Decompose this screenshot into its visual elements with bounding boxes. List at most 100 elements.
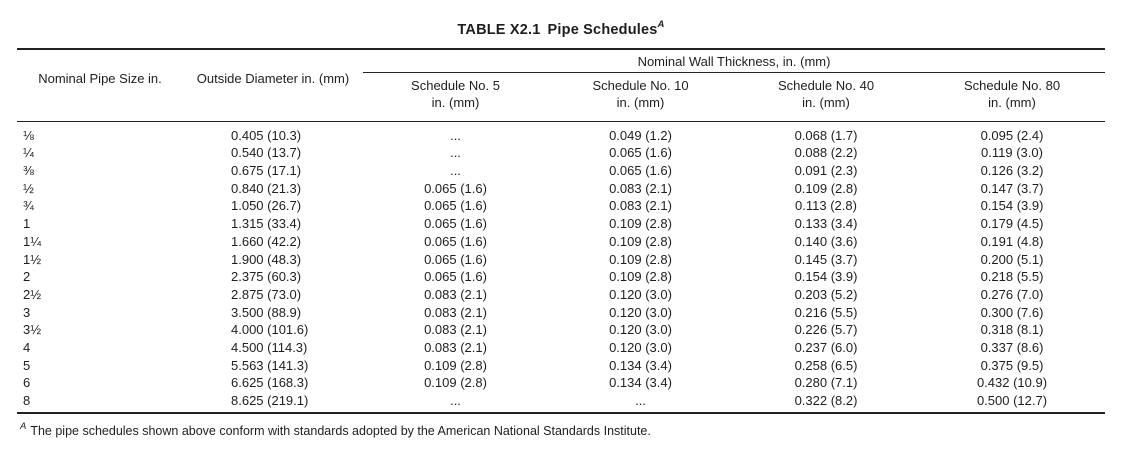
outside-diameter-cell: 0.675 (17.1) [183,162,363,180]
schedule-5-cell-value: ... [450,163,461,179]
footnote-marker: A [20,420,27,432]
outside-diameter-cell: 1.900 (48.3) [183,251,363,269]
schedule-80-cell-value: 0.500 (12.7) [976,393,1048,409]
schedule-40-cell: 0.140 (3.6) [733,233,919,251]
schedule-40-cell: 0.216 (5.5) [733,304,919,322]
schedule-40-cell-value: 0.216 (5.5) [794,304,858,320]
outside-diameter-cell: 8.625 (219.1) [183,392,363,413]
schedule-40-cell: 0.237 (6.0) [733,339,919,357]
schedule-40-cell-value: 0.088 (2.2) [794,145,858,161]
outside-diameter-cell-value: 0.840 (21.3) [231,180,302,196]
schedule-5-cell: 0.065 (1.6) [363,180,548,198]
schedule-5-cell: 0.109 (2.8) [363,374,548,392]
outside-diameter-cell-value: 6.625 (168.3) [231,375,309,391]
title-footnote-marker: A [657,19,665,30]
schedule-80-cell: 0.375 (9.5) [919,357,1105,375]
schedule-40-cell: 0.280 (7.1) [733,374,919,392]
schedule-5-cell: 0.065 (1.6) [363,215,548,233]
schedule-10-cell: 0.120 (3.0) [548,339,733,357]
schedule-80-cell-value: 0.126 (3.2) [980,163,1044,179]
pipe-size-cell-value: ¾ [23,198,34,214]
schedule-10-header-line2: in. (mm) [616,94,665,110]
schedule-5-cell-value: ... [450,127,461,143]
outside-diameter-cell-value: 4.000 (101.6) [231,322,309,338]
table-row: 3½ 4.000 (101.6) 0.083 (2.1) 0.120 (3.0) 0.2… [17,321,1105,339]
schedule-10-cell: 0.120 (3.0) [548,286,733,304]
pipe-size-cell-value: 5 [23,357,31,373]
schedule-80-cell-value: 0.375 (9.5) [980,357,1044,373]
pipe-size-cell-value: 3 [23,304,31,320]
schedule-80-cell-value: 0.300 (7.6) [980,304,1044,320]
schedule-10-cell-value: 0.120 (3.0) [609,322,672,338]
schedule-40-cell-value: 0.091 (2.3) [794,163,858,179]
pipe-schedules-table: Nominal Pipe Size in. Outside Diameter i… [17,47,1105,414]
schedule-80-cell: 0.500 (12.7) [919,392,1105,413]
schedule-80-cell: 0.276 (7.0) [919,286,1105,304]
schedule-5-cell: ... [363,392,548,413]
schedule-10-cell-value: 0.083 (2.1) [609,198,672,214]
outside-diameter-cell: 2.875 (73.0) [183,286,363,304]
outside-diameter-cell-value: 1.900 (48.3) [231,251,302,267]
schedule-80-cell-value: 0.218 (5.5) [980,269,1044,285]
schedule-10-cell: 0.065 (1.6) [548,144,733,162]
schedule-40-cell-value: 0.140 (3.6) [794,233,858,249]
schedule-5-cell: ... [363,121,548,144]
pipe-size-cell: 4 [17,339,183,357]
outside-diameter-cell: 2.375 (60.3) [183,268,363,286]
schedule-80-cell: 0.154 (3.9) [919,197,1105,215]
schedule-10-cell: 0.134 (3.4) [548,357,733,375]
schedule-10-cell-value: 0.109 (2.8) [609,233,672,249]
schedule-80-cell-value: 0.432 (10.9) [976,375,1048,391]
outside-diameter-cell: 1.660 (42.2) [183,233,363,251]
schedule-40-cell: 0.113 (2.8) [733,197,919,215]
table-row: 1 1.315 (33.4) 0.065 (1.6) 0.109 (2.8) 0.133… [17,215,1105,233]
schedule-5-cell: 0.065 (1.6) [363,197,548,215]
pipe-size-cell: 6 [17,374,183,392]
outside-diameter-cell-value: 1.315 (33.4) [231,216,302,232]
schedule-5-cell-value: ... [450,145,461,161]
outside-diameter-cell-value: 5.563 (141.3) [231,357,309,373]
pipe-size-cell-value: 8 [23,393,31,409]
footnote-text: The pipe schedules shown above conform w… [30,424,651,439]
schedule-40-cell: 0.088 (2.2) [733,144,919,162]
schedule-80-cell-value: 0.095 (2.4) [980,127,1044,143]
outside-diameter-cell: 4.000 (101.6) [183,321,363,339]
schedule-5-header-line2: in. (mm) [431,94,480,110]
schedule-5-cell-value: 0.083 (2.1) [424,304,487,320]
outside-diameter-header: Outside Diameter in. (mm) [183,48,363,122]
pipe-size-cell-value: 1¼ [23,233,42,249]
schedule-80-cell: 0.095 (2.4) [919,121,1105,144]
schedule-10-cell-value: 0.120 (3.0) [609,340,672,356]
schedule-80-cell: 0.337 (8.6) [919,339,1105,357]
schedule-10-cell: 0.109 (2.8) [548,215,733,233]
schedule-5-cell: 0.083 (2.1) [363,304,548,322]
schedule-10-cell: 0.083 (2.1) [548,197,733,215]
schedule-40-cell-value: 0.154 (3.9) [794,269,858,285]
schedule-40-cell-value: 0.068 (1.7) [794,127,858,143]
pipe-size-cell-value: ½ [23,180,34,196]
outside-diameter-cell-value: 8.625 (219.1) [231,393,309,409]
schedule-80-cell-value: 0.147 (3.7) [980,180,1044,196]
table-footnote: A The pipe schedules shown above conform … [17,420,1108,439]
outside-diameter-cell: 0.840 (21.3) [183,180,363,198]
schedule-80-header-line1: Schedule No. 80 [963,77,1061,93]
outside-diameter-cell-value: 2.375 (60.3) [231,269,302,285]
schedule-10-cell: 0.109 (2.8) [548,268,733,286]
schedule-5-cell-value: 0.065 (1.6) [424,216,487,232]
schedule-40-cell-value: 0.113 (2.8) [795,198,857,214]
schedule-80-cell-value: 0.276 (7.0) [980,286,1044,302]
schedule-10-cell: 0.120 (3.0) [548,304,733,322]
outside-diameter-cell-value: 1.660 (42.2) [231,233,302,249]
outside-diameter-cell: 3.500 (88.9) [183,304,363,322]
outside-diameter-cell-value: 1.050 (26.7) [231,198,302,214]
pipe-size-cell: ¾ [17,197,183,215]
outside-diameter-cell: 0.540 (13.7) [183,144,363,162]
schedule-40-cell: 0.322 (8.2) [733,392,919,413]
schedule-10-cell-value: 0.083 (2.1) [609,180,672,196]
schedule-80-cell: 0.432 (10.9) [919,374,1105,392]
schedule-40-cell-value: 0.258 (6.5) [794,357,858,373]
pipe-size-cell: 5 [17,357,183,375]
schedule-5-cell-value: 0.065 (1.6) [424,251,487,267]
schedule-40-cell-value: 0.145 (3.7) [794,251,858,267]
schedule-80-cell-value: 0.191 (4.8) [980,233,1044,249]
